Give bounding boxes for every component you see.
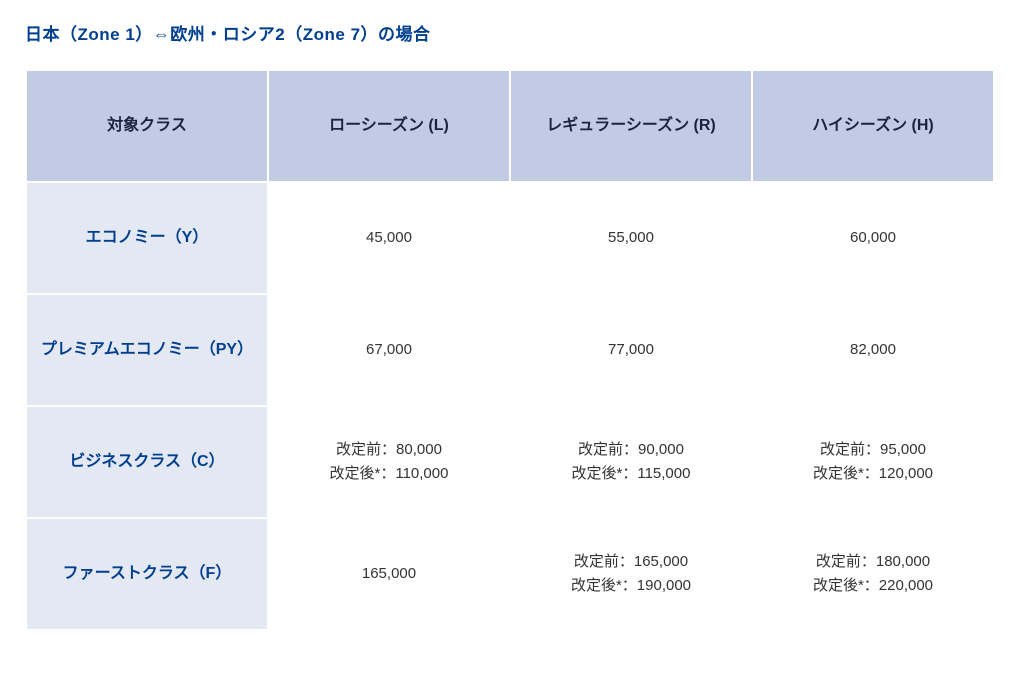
cell-after: 改定後*：110,000 bbox=[275, 462, 503, 486]
cell-regular: 改定前：165,000改定後*：190,000 bbox=[510, 518, 752, 630]
cell-dual: 改定前：180,000改定後*：220,000 bbox=[759, 550, 987, 598]
cell-dual: 改定前：95,000改定後*：120,000 bbox=[759, 438, 987, 486]
table-row: ファーストクラス（F） 165,000 改定前：165,000改定後*：190,00… bbox=[26, 518, 994, 630]
cell-after: 改定後*：120,000 bbox=[759, 462, 987, 486]
table-header-row: 対象クラス ローシーズン (L) レギュラーシーズン (R) ハイシーズン (H… bbox=[26, 70, 994, 182]
col-class: 対象クラス bbox=[26, 70, 268, 182]
row-class: ビジネスクラス（C） bbox=[26, 406, 268, 518]
mileage-table: 対象クラス ローシーズン (L) レギュラーシーズン (R) ハイシーズン (H… bbox=[25, 69, 995, 631]
cell-value: 55,000 bbox=[608, 229, 654, 246]
table-row: プレミアムエコノミー（PY） 67,000 77,000 82,000 bbox=[26, 294, 994, 406]
cell-after: 改定後*：115,000 bbox=[517, 462, 745, 486]
cell-high: 改定前：180,000改定後*：220,000 bbox=[752, 518, 994, 630]
cell-before: 改定前：80,000 bbox=[275, 438, 503, 462]
row-class: ファーストクラス（F） bbox=[26, 518, 268, 630]
cell-low: 67,000 bbox=[268, 294, 510, 406]
cell-low: 165,000 bbox=[268, 518, 510, 630]
cell-after: 改定後*：220,000 bbox=[759, 574, 987, 598]
cell-low: 改定前：80,000改定後*：110,000 bbox=[268, 406, 510, 518]
cell-value: 45,000 bbox=[366, 229, 412, 246]
col-regular: レギュラーシーズン (R) bbox=[510, 70, 752, 182]
cell-dual: 改定前：90,000改定後*：115,000 bbox=[517, 438, 745, 486]
table-row: ビジネスクラス（C）改定前：80,000改定後*：110,000改定前：90,0… bbox=[26, 406, 994, 518]
cell-value: 82,000 bbox=[850, 341, 896, 358]
cell-dual: 改定前：80,000改定後*：110,000 bbox=[275, 438, 503, 486]
cell-value: 77,000 bbox=[608, 341, 654, 358]
cell-high: 82,000 bbox=[752, 294, 994, 406]
cell-before: 改定前：90,000 bbox=[517, 438, 745, 462]
cell-before: 改定前：165,000 bbox=[517, 550, 745, 574]
row-class: プレミアムエコノミー（PY） bbox=[26, 294, 268, 406]
cell-regular: 77,000 bbox=[510, 294, 752, 406]
table-body: エコノミー（Y） 45,000 55,000 60,000 プレミアムエコノミー（PY）… bbox=[26, 182, 994, 630]
cell-before: 改定前：180,000 bbox=[759, 550, 987, 574]
cell-value: 165,000 bbox=[362, 565, 416, 582]
cell-value: 67,000 bbox=[366, 341, 412, 358]
col-high: ハイシーズン (H) bbox=[752, 70, 994, 182]
cell-before: 改定前：95,000 bbox=[759, 438, 987, 462]
cell-regular: 改定前：90,000改定後*：115,000 bbox=[510, 406, 752, 518]
table-row: エコノミー（Y） 45,000 55,000 60,000 bbox=[26, 182, 994, 294]
row-class: エコノミー（Y） bbox=[26, 182, 268, 294]
cell-high: 改定前：95,000改定後*：120,000 bbox=[752, 406, 994, 518]
page-title: 日本（Zone 1）⇔欧州・ロシア2（Zone 7）の場合 bbox=[25, 20, 999, 45]
cell-low: 45,000 bbox=[268, 182, 510, 294]
cell-high: 60,000 bbox=[752, 182, 994, 294]
col-low: ローシーズン (L) bbox=[268, 70, 510, 182]
cell-regular: 55,000 bbox=[510, 182, 752, 294]
cell-after: 改定後*：190,000 bbox=[517, 574, 745, 598]
cell-value: 60,000 bbox=[850, 229, 896, 246]
cell-dual: 改定前：165,000改定後*：190,000 bbox=[517, 550, 745, 598]
